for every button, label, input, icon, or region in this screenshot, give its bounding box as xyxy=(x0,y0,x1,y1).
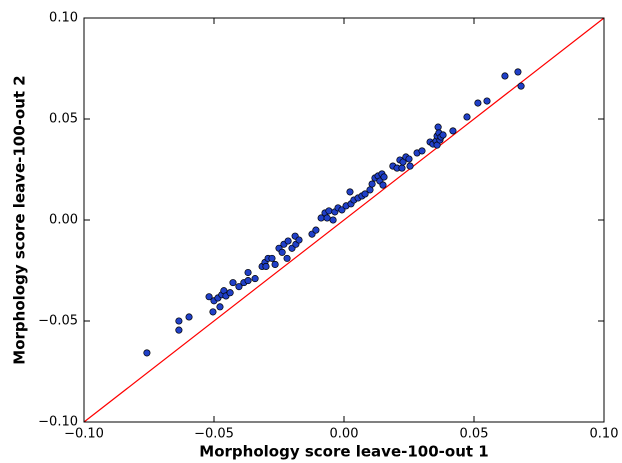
y-tick-label: −0.05 xyxy=(38,314,78,329)
point xyxy=(463,113,471,121)
point xyxy=(406,162,414,170)
y-tick-label: 0.05 xyxy=(49,112,78,127)
point xyxy=(379,181,387,189)
point xyxy=(514,68,522,76)
point xyxy=(439,131,447,139)
point xyxy=(226,289,234,297)
point xyxy=(323,214,331,222)
point xyxy=(244,268,252,277)
point xyxy=(312,226,320,234)
point xyxy=(209,308,217,316)
y-axis-label: Morphology score leave-100-out 2 xyxy=(11,75,29,364)
point xyxy=(366,186,374,194)
y-tick-label: −0.10 xyxy=(38,415,78,430)
point xyxy=(278,248,286,256)
y-tick-label: 0.00 xyxy=(49,213,78,228)
x-axis-label: Morphology score leave-100-out 1 xyxy=(199,443,488,461)
point xyxy=(483,97,491,105)
point xyxy=(325,207,333,215)
point xyxy=(474,99,482,107)
point xyxy=(229,279,237,287)
point xyxy=(185,313,193,321)
point xyxy=(205,293,213,301)
point xyxy=(284,237,292,245)
plot-frame xyxy=(83,17,605,423)
point xyxy=(449,127,457,135)
point xyxy=(244,277,252,285)
point xyxy=(175,317,183,325)
point xyxy=(283,254,291,262)
point xyxy=(368,180,376,188)
x-tick-label: −0.10 xyxy=(64,427,104,442)
point xyxy=(434,123,442,131)
point xyxy=(295,236,303,244)
point xyxy=(501,72,509,80)
point xyxy=(268,254,276,262)
x-tick-label: 0.05 xyxy=(460,427,489,442)
point xyxy=(517,82,525,90)
point xyxy=(251,275,259,283)
point xyxy=(418,147,426,155)
point xyxy=(398,164,406,172)
point xyxy=(175,326,183,334)
point xyxy=(143,349,151,357)
point xyxy=(346,188,354,196)
point xyxy=(329,216,337,224)
y-tick-label: 0.10 xyxy=(49,11,78,26)
point xyxy=(216,303,224,311)
point xyxy=(271,260,279,268)
x-tick-label: −0.05 xyxy=(194,427,234,442)
point xyxy=(235,283,243,291)
x-tick-label: 0.10 xyxy=(590,427,619,442)
x-tick-label: 0.00 xyxy=(330,427,359,442)
point xyxy=(361,190,369,198)
diagonal xyxy=(83,17,605,423)
point xyxy=(262,262,270,271)
point xyxy=(380,173,388,181)
point xyxy=(405,155,413,163)
